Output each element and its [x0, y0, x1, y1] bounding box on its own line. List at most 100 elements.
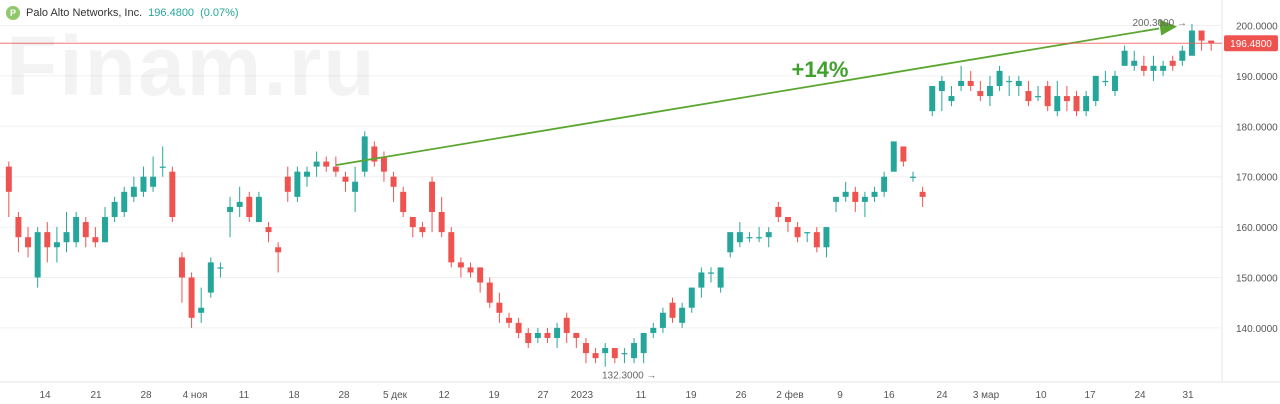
x-tick-label: 4 ноя	[183, 390, 208, 401]
trend-line-segment	[335, 27, 1160, 166]
trend-line: +14%	[335, 19, 1178, 166]
candle-body	[1092, 75, 1099, 102]
x-tick-label: 2023	[571, 390, 594, 401]
candle-body	[246, 196, 253, 218]
candle-body	[188, 277, 195, 318]
candle-body	[1112, 75, 1118, 92]
candle-body	[794, 227, 801, 238]
x-tick-label: 31	[1182, 390, 1194, 401]
x-tick-label: 16	[883, 390, 895, 401]
candle-body	[294, 171, 301, 197]
candle-body	[1198, 30, 1205, 41]
candle-body	[265, 227, 272, 233]
candle-body	[73, 217, 80, 243]
candle-body	[409, 217, 416, 228]
candle-body	[63, 232, 70, 243]
candle-body	[679, 307, 686, 323]
candle-body	[736, 232, 743, 243]
candle-body	[1169, 60, 1176, 66]
candle-body	[746, 237, 753, 239]
candle-body	[1140, 65, 1147, 71]
candle-body	[130, 186, 137, 197]
candle-body	[400, 191, 407, 212]
candle-body	[1015, 80, 1022, 86]
candle-body	[717, 267, 724, 288]
y-tick-label: 170.0000	[1236, 173, 1278, 184]
candle-body	[688, 287, 695, 308]
candle-body	[938, 80, 945, 92]
candle-body	[1035, 96, 1042, 98]
candle-body	[121, 191, 128, 212]
candle-body	[332, 166, 339, 172]
candle-body	[102, 217, 108, 243]
candle-body	[659, 312, 666, 328]
x-tick-label: 19	[488, 390, 500, 401]
candle-body	[1054, 96, 1061, 112]
candle-body	[15, 217, 22, 238]
price-overlays: 196.4800 200.3000 → 132.3000 →	[0, 18, 1278, 382]
candle-body	[1025, 91, 1032, 102]
candle-body	[304, 171, 310, 177]
candle-body	[5, 166, 12, 192]
candle-body	[342, 176, 349, 182]
candle-body	[631, 343, 638, 359]
candle-body	[852, 191, 859, 202]
candle-body	[765, 232, 772, 238]
candle-body	[1150, 65, 1157, 71]
candle-body	[573, 332, 580, 338]
x-axis: 14 21 28 4 ноя 11 18 28 5 дек 12 19 27 2023 11 19 26 2 …	[0, 381, 1280, 401]
candle-body	[140, 176, 147, 192]
candle-body	[727, 232, 734, 253]
trend-arrow-head	[1159, 19, 1178, 36]
candle-body	[813, 232, 820, 248]
candle-body	[563, 317, 570, 333]
candle-body	[323, 161, 330, 167]
candle-body	[881, 176, 888, 192]
candle-body	[986, 85, 993, 97]
candle-body	[25, 237, 32, 248]
candle-body	[1131, 60, 1138, 66]
candle-body	[217, 267, 224, 269]
candle-body	[525, 332, 532, 344]
candle-body	[352, 181, 359, 192]
candle-body	[756, 237, 763, 239]
company-logo-icon: P	[6, 6, 20, 20]
candle-body	[457, 262, 464, 268]
candle-body	[775, 206, 782, 218]
candle-body	[804, 232, 811, 234]
y-tick-label: 150.0000	[1236, 274, 1278, 285]
y-axis: 140.0000 150.0000 160.0000 170.0000 180.0000…	[1221, 0, 1278, 382]
x-tick-label: 26	[735, 390, 747, 401]
instrument-legend[interactable]: P Palo Alto Networks, Inc. 196.4800 (0.0…	[6, 6, 239, 20]
instrument-name: Palo Alto Networks, Inc.	[26, 7, 143, 19]
low-label: 132.3000 →	[602, 371, 657, 382]
x-tick-label: 14	[39, 390, 51, 401]
candle-body	[650, 327, 657, 333]
x-tick-label: 2 фев	[776, 389, 803, 401]
candle-body	[438, 211, 445, 233]
candle-body	[284, 176, 291, 192]
candle-body	[44, 232, 51, 248]
candle-body	[592, 353, 599, 359]
candle-body	[236, 201, 243, 207]
x-tick-label: 11	[239, 390, 250, 401]
candle-body	[708, 272, 714, 274]
candle-body	[53, 242, 60, 248]
x-tick-label: 21	[90, 390, 102, 401]
candle-body	[871, 191, 878, 197]
candle-body	[448, 232, 455, 263]
candle-body	[371, 146, 378, 162]
candle-body	[275, 247, 282, 253]
candle-body	[1083, 96, 1090, 112]
x-tick-label: 5 дек	[383, 390, 408, 401]
candle-body	[486, 282, 493, 303]
candle-body	[861, 196, 868, 202]
candle-body	[1044, 85, 1051, 107]
candle-body	[621, 353, 628, 355]
candle-body	[34, 232, 41, 278]
y-tick-label: 190.0000	[1236, 72, 1278, 83]
candle-body	[919, 191, 926, 197]
candle-body	[534, 332, 541, 338]
candle-body	[554, 327, 561, 338]
